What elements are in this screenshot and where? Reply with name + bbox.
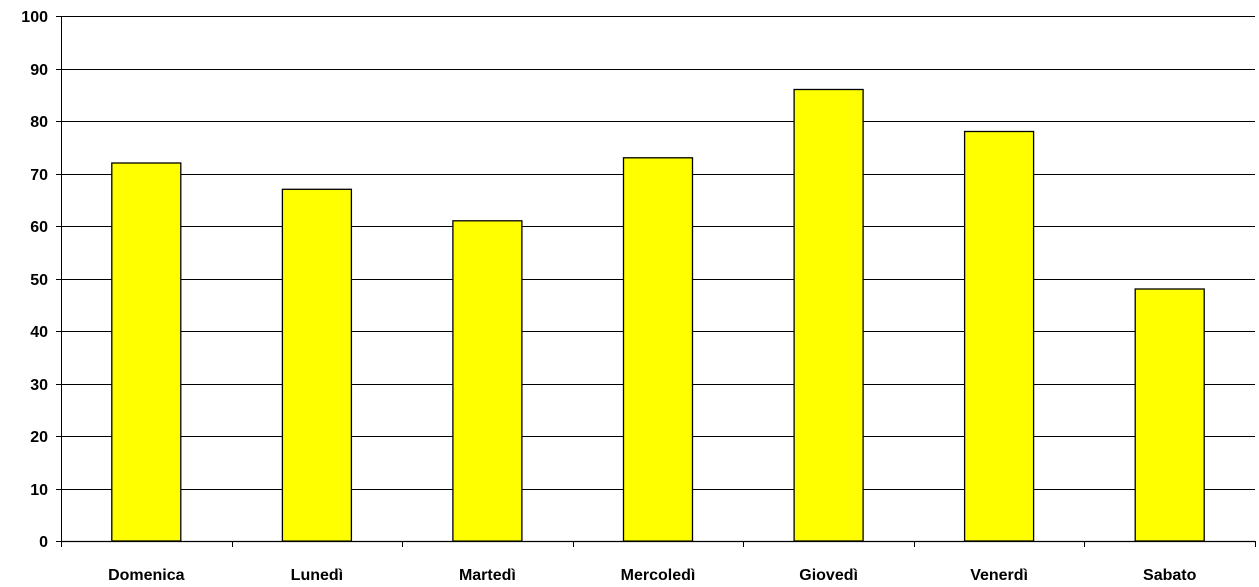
y-tick-label-40: 40 <box>30 324 48 341</box>
y-tick-label-80: 80 <box>30 114 48 131</box>
y-tick-label-0: 0 <box>39 534 48 551</box>
bar-mercoled <box>622 157 694 542</box>
x-tick-label-mercoled: Mercoledì <box>621 567 696 584</box>
x-tick-label-gioved: Giovedì <box>799 567 858 584</box>
bar-marted <box>452 220 523 542</box>
bar-gioved <box>793 88 864 542</box>
y-tick-label-50: 50 <box>30 272 48 289</box>
y-tick-label-60: 60 <box>30 219 48 236</box>
bar-sabato <box>1134 288 1205 542</box>
x-tick-labels: Domenica Lunedì Martedì Mercoledì Giovedì Ven… <box>108 567 1197 584</box>
y-tick-label-20: 20 <box>30 429 48 446</box>
x-tick-label-luned: Lunedì <box>291 567 343 584</box>
x-tick-label-venerd: Venerdì <box>970 567 1028 584</box>
y-tick-label-70: 70 <box>30 167 48 184</box>
y-tick-label-30: 30 <box>30 377 48 394</box>
bar-domenica <box>111 162 182 542</box>
y-tick-label-10: 10 <box>30 482 48 499</box>
bar-luned <box>281 188 353 542</box>
axes <box>56 16 1256 547</box>
x-tick-label-marted: Martedì <box>459 567 516 584</box>
y-tick-labels: 0 10 20 30 40 50 60 70 80 90 100 <box>21 9 48 551</box>
bars <box>111 88 1205 542</box>
y-tick-label-90: 90 <box>30 62 48 79</box>
x-tick-label-sabato: Sabato <box>1143 567 1197 584</box>
x-tick-label-domenica: Domenica <box>108 567 185 584</box>
y-tick-label-100: 100 <box>21 9 48 26</box>
bar-venerd <box>963 130 1035 542</box>
